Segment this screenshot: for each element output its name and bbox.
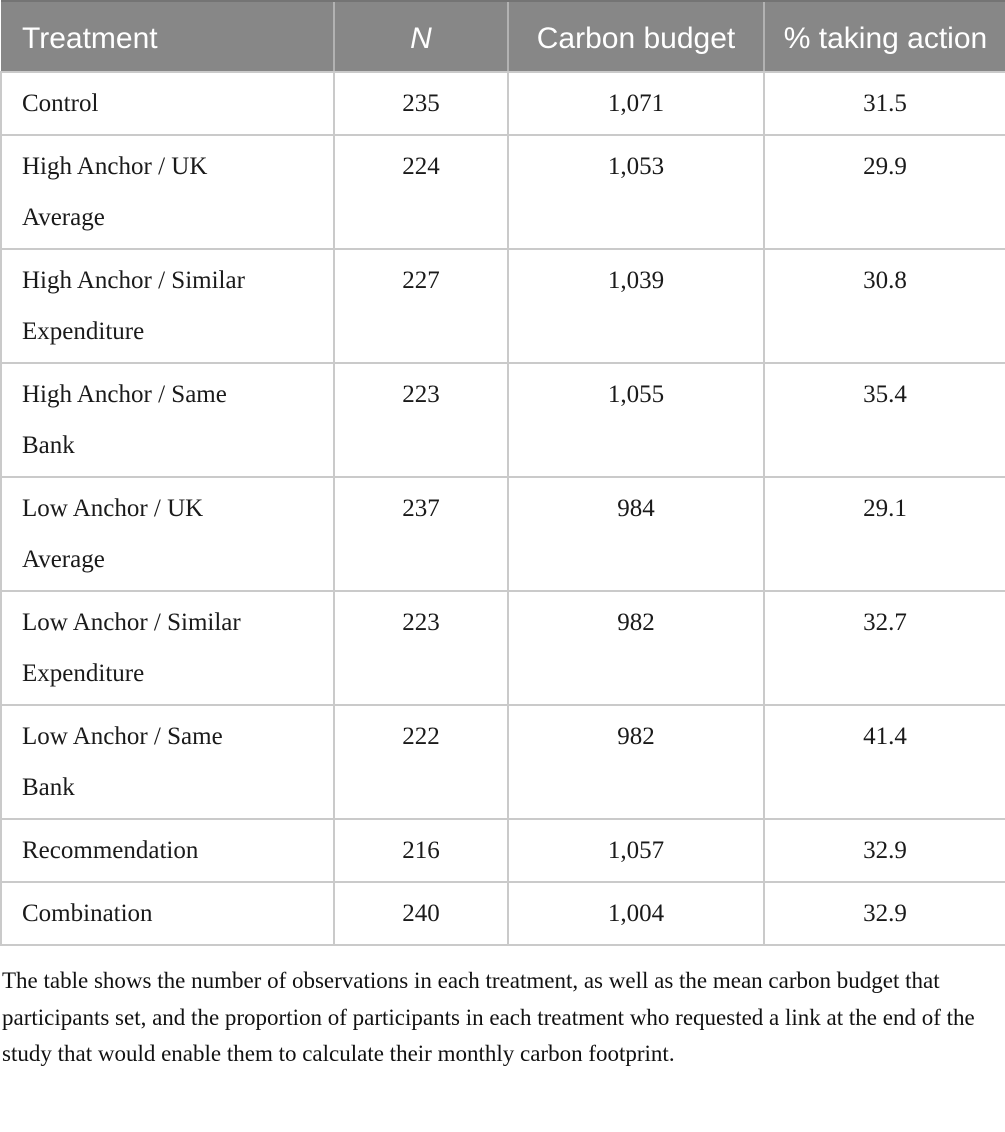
table-row: Recommendation 216 1,057 32.9 xyxy=(0,818,1005,883)
column-header-carbon-budget: Carbon budget xyxy=(507,0,764,73)
table-row: Combination 240 1,004 32.9 xyxy=(0,881,1005,946)
carbon-budget-cell: 1,055 xyxy=(507,362,765,478)
carbon-budget-cell: 1,071 xyxy=(507,71,765,136)
column-header-n: N xyxy=(333,0,508,73)
column-header-treatment: Treatment xyxy=(1,0,334,73)
treatment-cell: Low Anchor / UK Average xyxy=(0,476,335,592)
n-cell: 222 xyxy=(333,704,509,820)
treatment-cell: Recommendation xyxy=(0,818,335,883)
pct-taking-action-cell: 35.4 xyxy=(763,362,1005,478)
header-row: Treatment N Carbon budget % taking actio… xyxy=(1,0,1005,73)
n-cell: 235 xyxy=(333,71,509,136)
table-row: Low Anchor / Similar Expenditure 223 982… xyxy=(0,590,1005,706)
table-header: Treatment N Carbon budget % taking actio… xyxy=(1,0,1005,73)
n-cell: 237 xyxy=(333,476,509,592)
n-cell: 223 xyxy=(333,362,509,478)
table-row: High Anchor / Similar Expenditure 227 1,… xyxy=(0,248,1005,364)
pct-taking-action-cell: 41.4 xyxy=(763,704,1005,820)
pct-taking-action-cell: 29.1 xyxy=(763,476,1005,592)
treatment-cell: Low Anchor / Similar Expenditure xyxy=(0,590,335,706)
treatment-cell: High Anchor / UK Average xyxy=(0,134,335,250)
treatment-cell: Control xyxy=(0,71,335,136)
pct-taking-action-cell: 29.9 xyxy=(763,134,1005,250)
table-row: Low Anchor / UK Average 237 984 29.1 xyxy=(0,476,1005,592)
treatment-cell: Combination xyxy=(0,881,335,946)
carbon-budget-cell: 1,053 xyxy=(507,134,765,250)
treatment-cell: High Anchor / Similar Expenditure xyxy=(0,248,335,364)
n-cell: 224 xyxy=(333,134,509,250)
pct-taking-action-cell: 32.7 xyxy=(763,590,1005,706)
carbon-budget-cell: 984 xyxy=(507,476,765,592)
table-note: The table shows the number of observatio… xyxy=(2,968,975,1066)
carbon-budget-cell: 1,057 xyxy=(507,818,765,883)
carbon-budget-cell: 982 xyxy=(507,590,765,706)
pct-taking-action-cell: 32.9 xyxy=(763,881,1005,946)
treatment-summary-table: Treatment N Carbon budget % taking actio… xyxy=(0,0,1005,946)
pct-taking-action-cell: 30.8 xyxy=(763,248,1005,364)
table-body: Control 235 1,071 31.5 High Anchor / UK … xyxy=(0,71,1005,946)
column-header-pct-taking-action: % taking action xyxy=(763,0,1005,73)
table-row: High Anchor / UK Average 224 1,053 29.9 xyxy=(0,134,1005,250)
treatment-summary-table-figure: Treatment N Carbon budget % taking actio… xyxy=(0,0,1005,1066)
table-row: High Anchor / Same Bank 223 1,055 35.4 xyxy=(0,362,1005,478)
treatment-cell: Low Anchor / Same Bank xyxy=(0,704,335,820)
pct-taking-action-cell: 31.5 xyxy=(763,71,1005,136)
treatment-cell: High Anchor / Same Bank xyxy=(0,362,335,478)
table-row: Low Anchor / Same Bank 222 982 41.4 xyxy=(0,704,1005,820)
n-cell: 240 xyxy=(333,881,509,946)
pct-taking-action-cell: 32.9 xyxy=(763,818,1005,883)
n-cell: 216 xyxy=(333,818,509,883)
carbon-budget-cell: 1,039 xyxy=(507,248,765,364)
table-row: Control 235 1,071 31.5 xyxy=(0,71,1005,136)
n-cell: 227 xyxy=(333,248,509,364)
n-cell: 223 xyxy=(333,590,509,706)
carbon-budget-cell: 982 xyxy=(507,704,765,820)
carbon-budget-cell: 1,004 xyxy=(507,881,765,946)
